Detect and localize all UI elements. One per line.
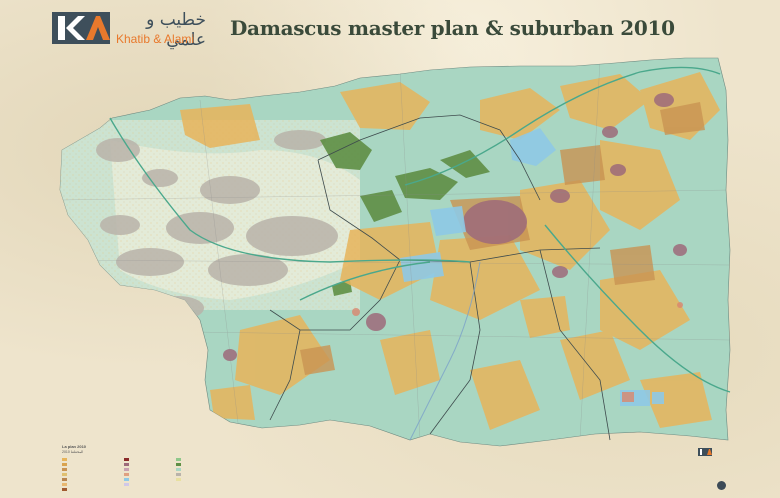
sector-boundaries — [269, 114, 611, 441]
ring-roads — [109, 66, 731, 393]
legend-swatch — [124, 468, 129, 471]
legend-swatch — [62, 463, 67, 466]
legend-swatch — [124, 463, 129, 466]
legend-subtitle: 2010 المخطط — [62, 450, 84, 454]
logo-english-text: Khatib & Alami — [116, 32, 195, 46]
legend-swatch — [62, 488, 67, 491]
legend-swatch — [62, 483, 67, 486]
legend-swatch — [62, 478, 67, 481]
mountain-areas — [96, 130, 338, 320]
green-parks — [320, 132, 490, 296]
legend-swatch — [62, 473, 67, 476]
info-icon[interactable] — [717, 481, 726, 490]
legend-swatch — [176, 458, 181, 461]
legend-title: La plan 2010 — [62, 444, 87, 449]
legend-swatch — [124, 458, 129, 461]
company-logo: خطيب و علمي Khatib & Alami — [52, 10, 212, 50]
legend-swatch — [176, 473, 181, 476]
map-legend: La plan 2010 2010 المخطط — [62, 444, 292, 494]
legend-swatch — [176, 463, 181, 466]
legend-swatch — [62, 458, 67, 461]
legend-swatch — [62, 468, 67, 471]
legend-swatch — [124, 473, 129, 476]
legend-swatch — [124, 478, 129, 481]
legend-swatch — [176, 478, 181, 481]
public-facilities — [400, 128, 664, 406]
legend-swatch — [124, 483, 129, 486]
urban-core — [223, 93, 687, 361]
logo-mark-icon — [52, 12, 110, 44]
legend-swatch — [176, 468, 181, 471]
logo-arabic-text: خطيب و علمي — [146, 10, 206, 50]
residential-areas — [180, 72, 720, 430]
footer-logo-icon — [698, 448, 712, 456]
